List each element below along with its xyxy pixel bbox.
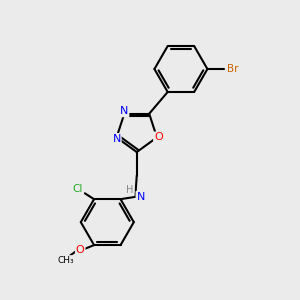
Text: N: N bbox=[112, 134, 121, 144]
Text: O: O bbox=[154, 132, 163, 142]
Text: N: N bbox=[120, 106, 128, 116]
Text: H: H bbox=[126, 185, 134, 195]
Text: O: O bbox=[76, 245, 85, 255]
Text: N: N bbox=[136, 192, 145, 202]
Text: Br: Br bbox=[227, 64, 239, 74]
Text: Cl: Cl bbox=[73, 184, 83, 194]
Text: CH₃: CH₃ bbox=[57, 256, 74, 265]
